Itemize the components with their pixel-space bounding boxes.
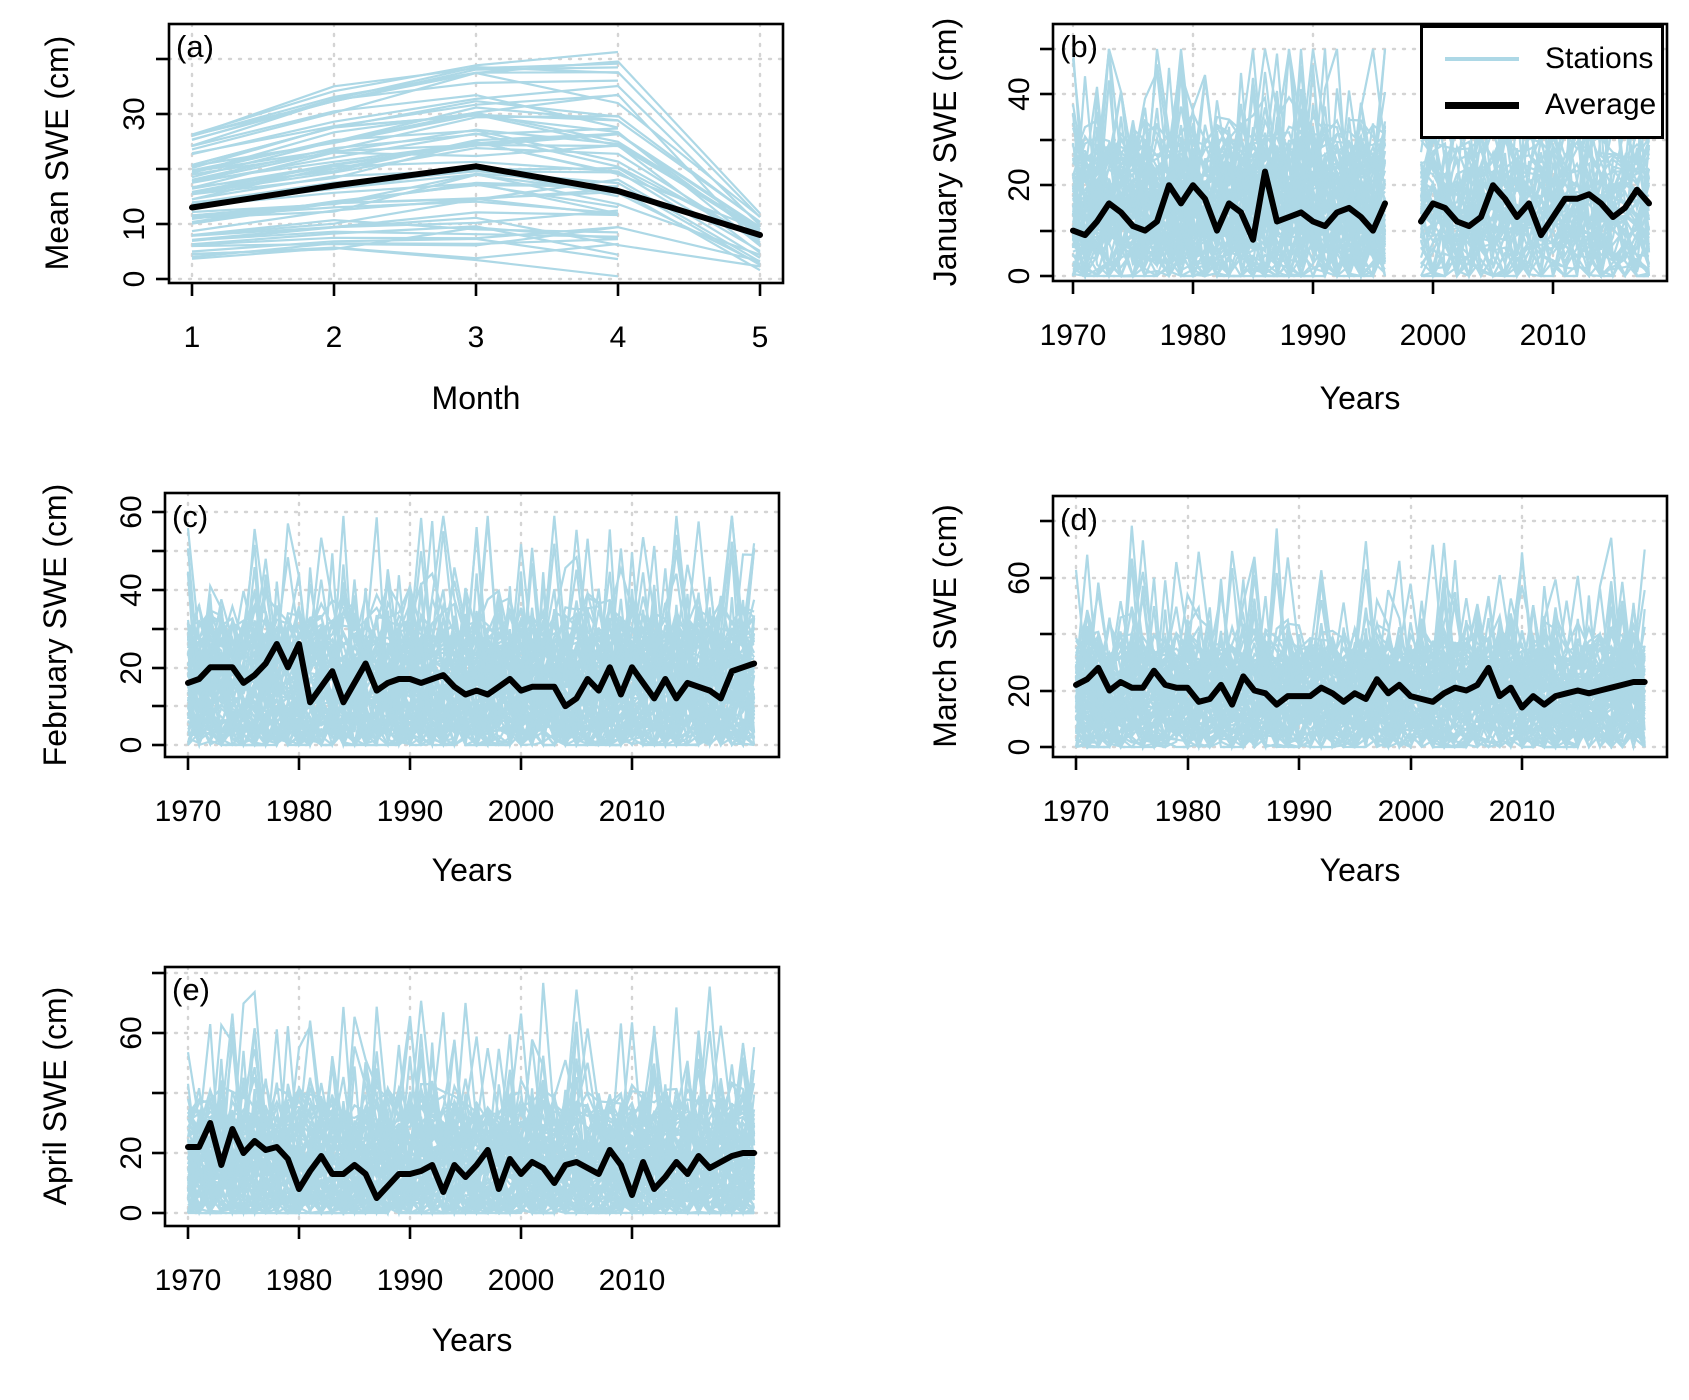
e-ytick-60: 60: [115, 1016, 148, 1050]
legend: Stations Average: [1420, 25, 1664, 139]
b-ytick-40: 40: [1003, 77, 1036, 111]
legend-label-average: Average: [1545, 88, 1657, 122]
e-xtick-2000: 2000: [487, 1264, 555, 1297]
d-xtick-2010: 2010: [1488, 795, 1556, 828]
c-xtick-1990: 1990: [376, 795, 444, 828]
panel-d-x-axis-title: Years: [1319, 852, 1401, 888]
b-xtick-1980: 1980: [1159, 319, 1227, 352]
d-xtick-1990: 1990: [1265, 795, 1333, 828]
d-xtick-2000: 2000: [1377, 795, 1445, 828]
b-xtick-1970: 1970: [1039, 319, 1107, 352]
panel-d-letter: (d): [1060, 502, 1098, 537]
b-xtick-2010: 2010: [1519, 319, 1587, 352]
a-ytick-10: 10: [118, 207, 151, 241]
panel-e-y-axis-title: April SWE (cm): [37, 986, 73, 1206]
c-ytick-20: 20: [115, 651, 148, 685]
panel-b-letter: (b): [1060, 29, 1098, 64]
panel-e-letter: (e): [172, 972, 210, 1007]
d-ytick-60: 60: [1003, 561, 1036, 595]
a-xtick-3: 3: [467, 321, 485, 354]
c-xtick-2010: 2010: [598, 795, 666, 828]
e-xtick-2010: 2010: [598, 1264, 666, 1297]
a-xtick-1: 1: [183, 321, 201, 354]
c-ytick-40: 40: [115, 573, 148, 607]
panel-c-letter: (c): [172, 499, 209, 534]
b-xtick-1990: 1990: [1279, 319, 1347, 352]
e-ytick-20: 20: [115, 1136, 148, 1170]
e-xtick-1970: 1970: [154, 1264, 222, 1297]
a-xtick-5: 5: [751, 321, 769, 354]
panel-c-y-axis-title: February SWE (cm): [37, 483, 73, 767]
c-xtick-1970: 1970: [154, 795, 222, 828]
d-xtick-1970: 1970: [1042, 795, 1110, 828]
panel-a-letter: (a): [176, 29, 214, 64]
a-ytick-30: 30: [118, 97, 151, 131]
panel-e-x-axis-title: Years: [431, 1322, 513, 1358]
c-ytick-0: 0: [115, 736, 148, 754]
average-line-swatch-icon: [1445, 101, 1519, 109]
stations-line-swatch-icon: [1445, 56, 1519, 61]
legend-row-stations: Stations: [1423, 41, 1661, 75]
b-ytick-0: 0: [1003, 267, 1036, 285]
panel-a-x-axis-title: Month: [431, 380, 521, 416]
panel-c-x-axis-title: Years: [431, 852, 513, 888]
c-xtick-2000: 2000: [487, 795, 555, 828]
panel-b-y-axis-title: January SWE (cm): [927, 17, 963, 287]
d-ytick-20: 20: [1003, 674, 1036, 708]
legend-row-average: Average: [1423, 89, 1661, 121]
panel-b-x-axis-title: Years: [1319, 380, 1401, 416]
b-xtick-2000: 2000: [1399, 319, 1467, 352]
d-xtick-1980: 1980: [1154, 795, 1222, 828]
c-xtick-1980: 1980: [265, 795, 333, 828]
a-xtick-2: 2: [325, 321, 343, 354]
b-ytick-20: 20: [1003, 168, 1036, 202]
e-xtick-1990: 1990: [376, 1264, 444, 1297]
legend-label-stations: Stations: [1545, 41, 1654, 75]
e-xtick-1980: 1980: [265, 1264, 333, 1297]
panel-a-y-axis-title: Mean SWE (cm): [39, 35, 75, 271]
panel-d-y-axis-title: March SWE (cm): [927, 504, 963, 748]
c-ytick-60: 60: [115, 495, 148, 529]
a-xtick-4: 4: [609, 321, 627, 354]
